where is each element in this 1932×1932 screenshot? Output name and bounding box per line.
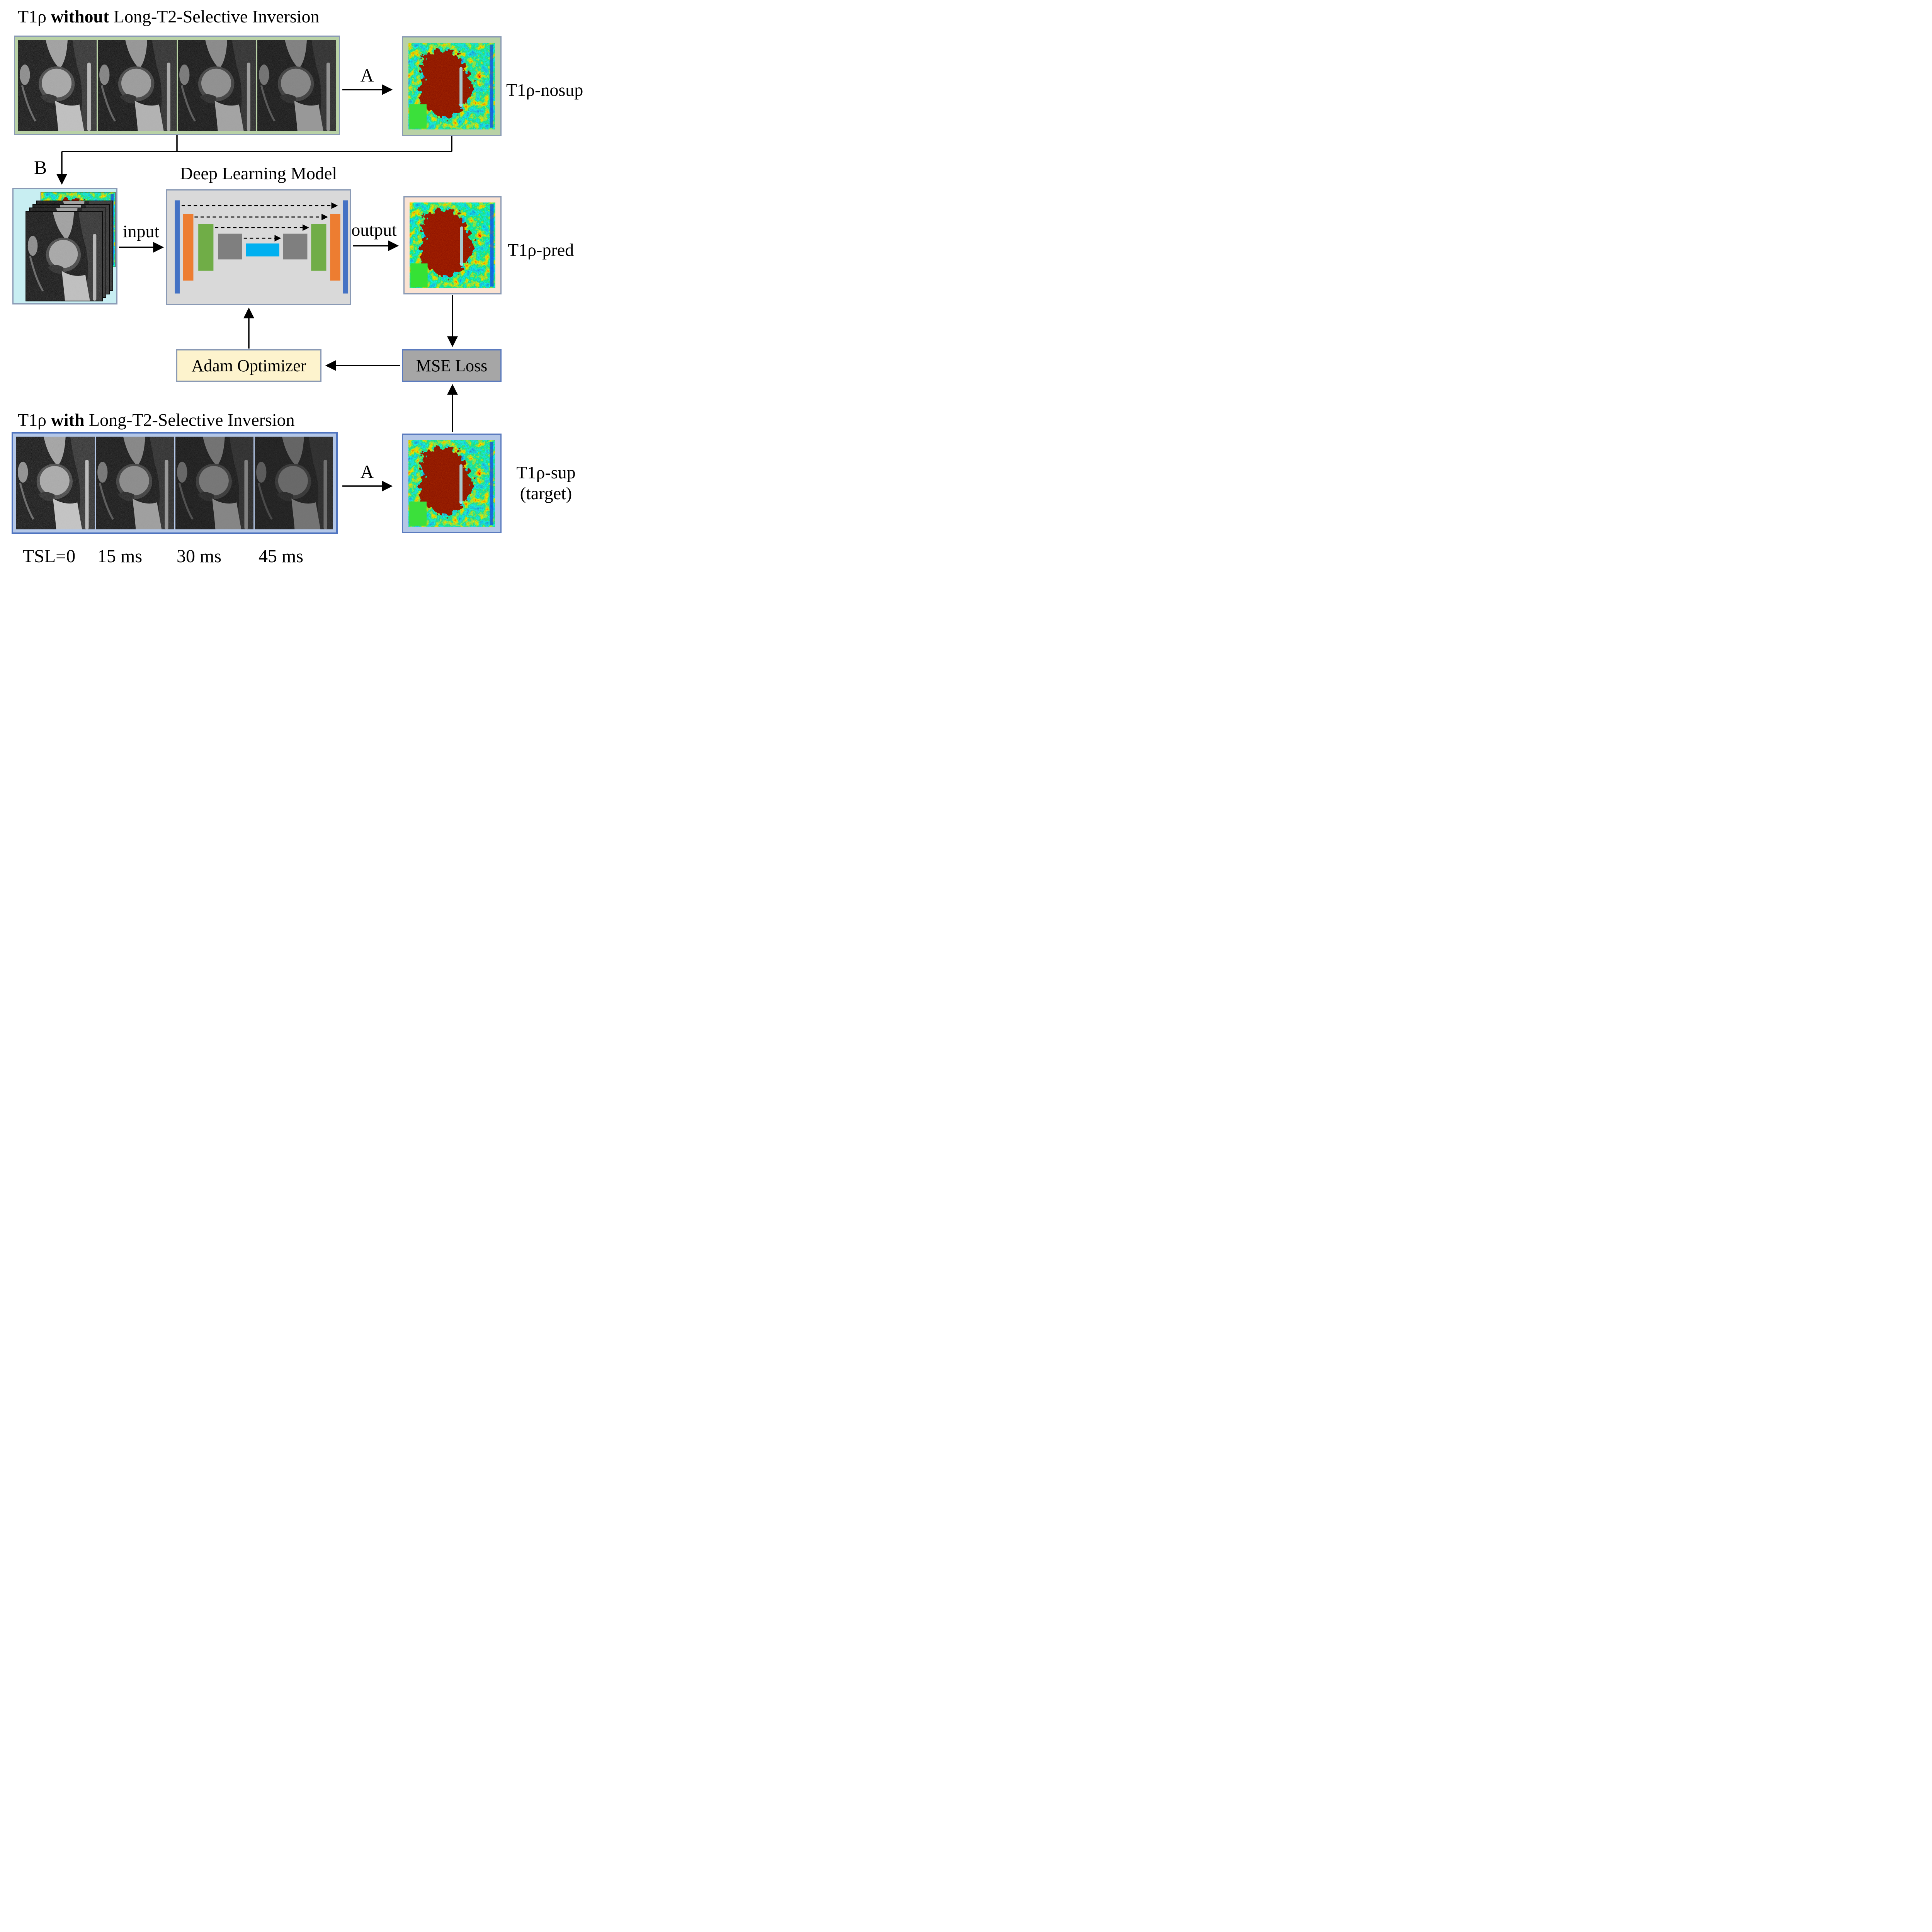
title-top-bold: without (51, 7, 109, 26)
figure-canvas: T1ρ without Long-T2-Selective Inversion … (0, 0, 631, 592)
unet-decoder-level3 (283, 233, 308, 260)
title-top-post: Long-T2-Selective Inversion (109, 7, 320, 26)
model-title: Deep Learning Model (180, 163, 337, 183)
mri-image-sup-tsl30 (175, 437, 254, 529)
t1rho-sup-colormap (408, 440, 495, 527)
mri-image-sup-tsl0 (16, 437, 95, 529)
sup-mri-row (13, 434, 336, 532)
title-bottom-bold: with (51, 410, 85, 430)
tsl-label-45: 45 ms (258, 546, 303, 566)
t1rho-sup-map (402, 434, 502, 533)
mri-image-tsl0 (18, 40, 97, 131)
unet-encoder-level2 (198, 224, 214, 271)
output-label: output (351, 220, 397, 240)
input-label: input (122, 221, 160, 241)
mri-image-tsl45 (257, 40, 336, 131)
fitting-label-a-bottom: A (360, 462, 374, 482)
t1rho-sup-label: T1ρ-sup (516, 463, 576, 482)
mri-image-tsl15 (98, 40, 177, 131)
input-stack (12, 188, 117, 304)
title-top-pre: T1ρ (18, 7, 51, 26)
fitting-label-a-top: A (360, 65, 374, 86)
tsl-label-30: 30 ms (176, 546, 221, 566)
tsl-label-0: TSL=0 (22, 546, 76, 566)
t1rho-nosup-map (402, 36, 502, 136)
t1rho-pred-colormap (410, 202, 495, 288)
title-top: T1ρ without Long-T2-Selective Inversion (18, 6, 320, 27)
deep-learning-model-box (166, 189, 351, 305)
t1rho-sup-label-group: T1ρ-sup (target) (505, 462, 587, 504)
unet-encoder-level1 (183, 214, 194, 281)
adam-optimizer-box: Adam Optimizer (176, 349, 321, 382)
nosup-mri-row (15, 37, 339, 134)
tsl-label-15: 15 ms (97, 546, 142, 566)
t1rho-pred-map (403, 196, 502, 294)
mse-loss-box: MSE Loss (402, 349, 502, 382)
unet-architecture (175, 200, 348, 294)
nosup-image-strip (14, 36, 340, 135)
unet-decoder-level1 (330, 214, 340, 281)
adam-optimizer-label: Adam Optimizer (191, 356, 306, 375)
mri-image-sup-tsl45 (255, 437, 333, 529)
sup-image-strip (12, 432, 338, 534)
branch-label-b: B (34, 156, 47, 178)
unet-input-layer (175, 200, 180, 294)
mri-image-tsl30 (177, 40, 256, 131)
t1rho-nosup-colormap (408, 43, 495, 129)
unet-bottleneck (246, 243, 279, 257)
t1rho-sup-target-label: (target) (520, 483, 572, 503)
mse-loss-label: MSE Loss (416, 356, 488, 375)
unet-decoder-level2 (311, 224, 327, 271)
t1rho-pred-label: T1ρ-pred (508, 240, 574, 260)
title-bottom-post: Long-T2-Selective Inversion (84, 410, 295, 430)
unet-output-layer (343, 200, 348, 294)
title-bottom: T1ρ with Long-T2-Selective Inversion (18, 410, 295, 430)
title-bottom-pre: T1ρ (18, 410, 51, 430)
unet-encoder-level3 (218, 233, 242, 260)
stack-mri-layer-front (26, 211, 103, 301)
mri-image-sup-tsl15 (95, 437, 174, 529)
unet-skip-connections (182, 202, 338, 242)
t1rho-nosup-label: T1ρ-nosup (506, 80, 583, 100)
